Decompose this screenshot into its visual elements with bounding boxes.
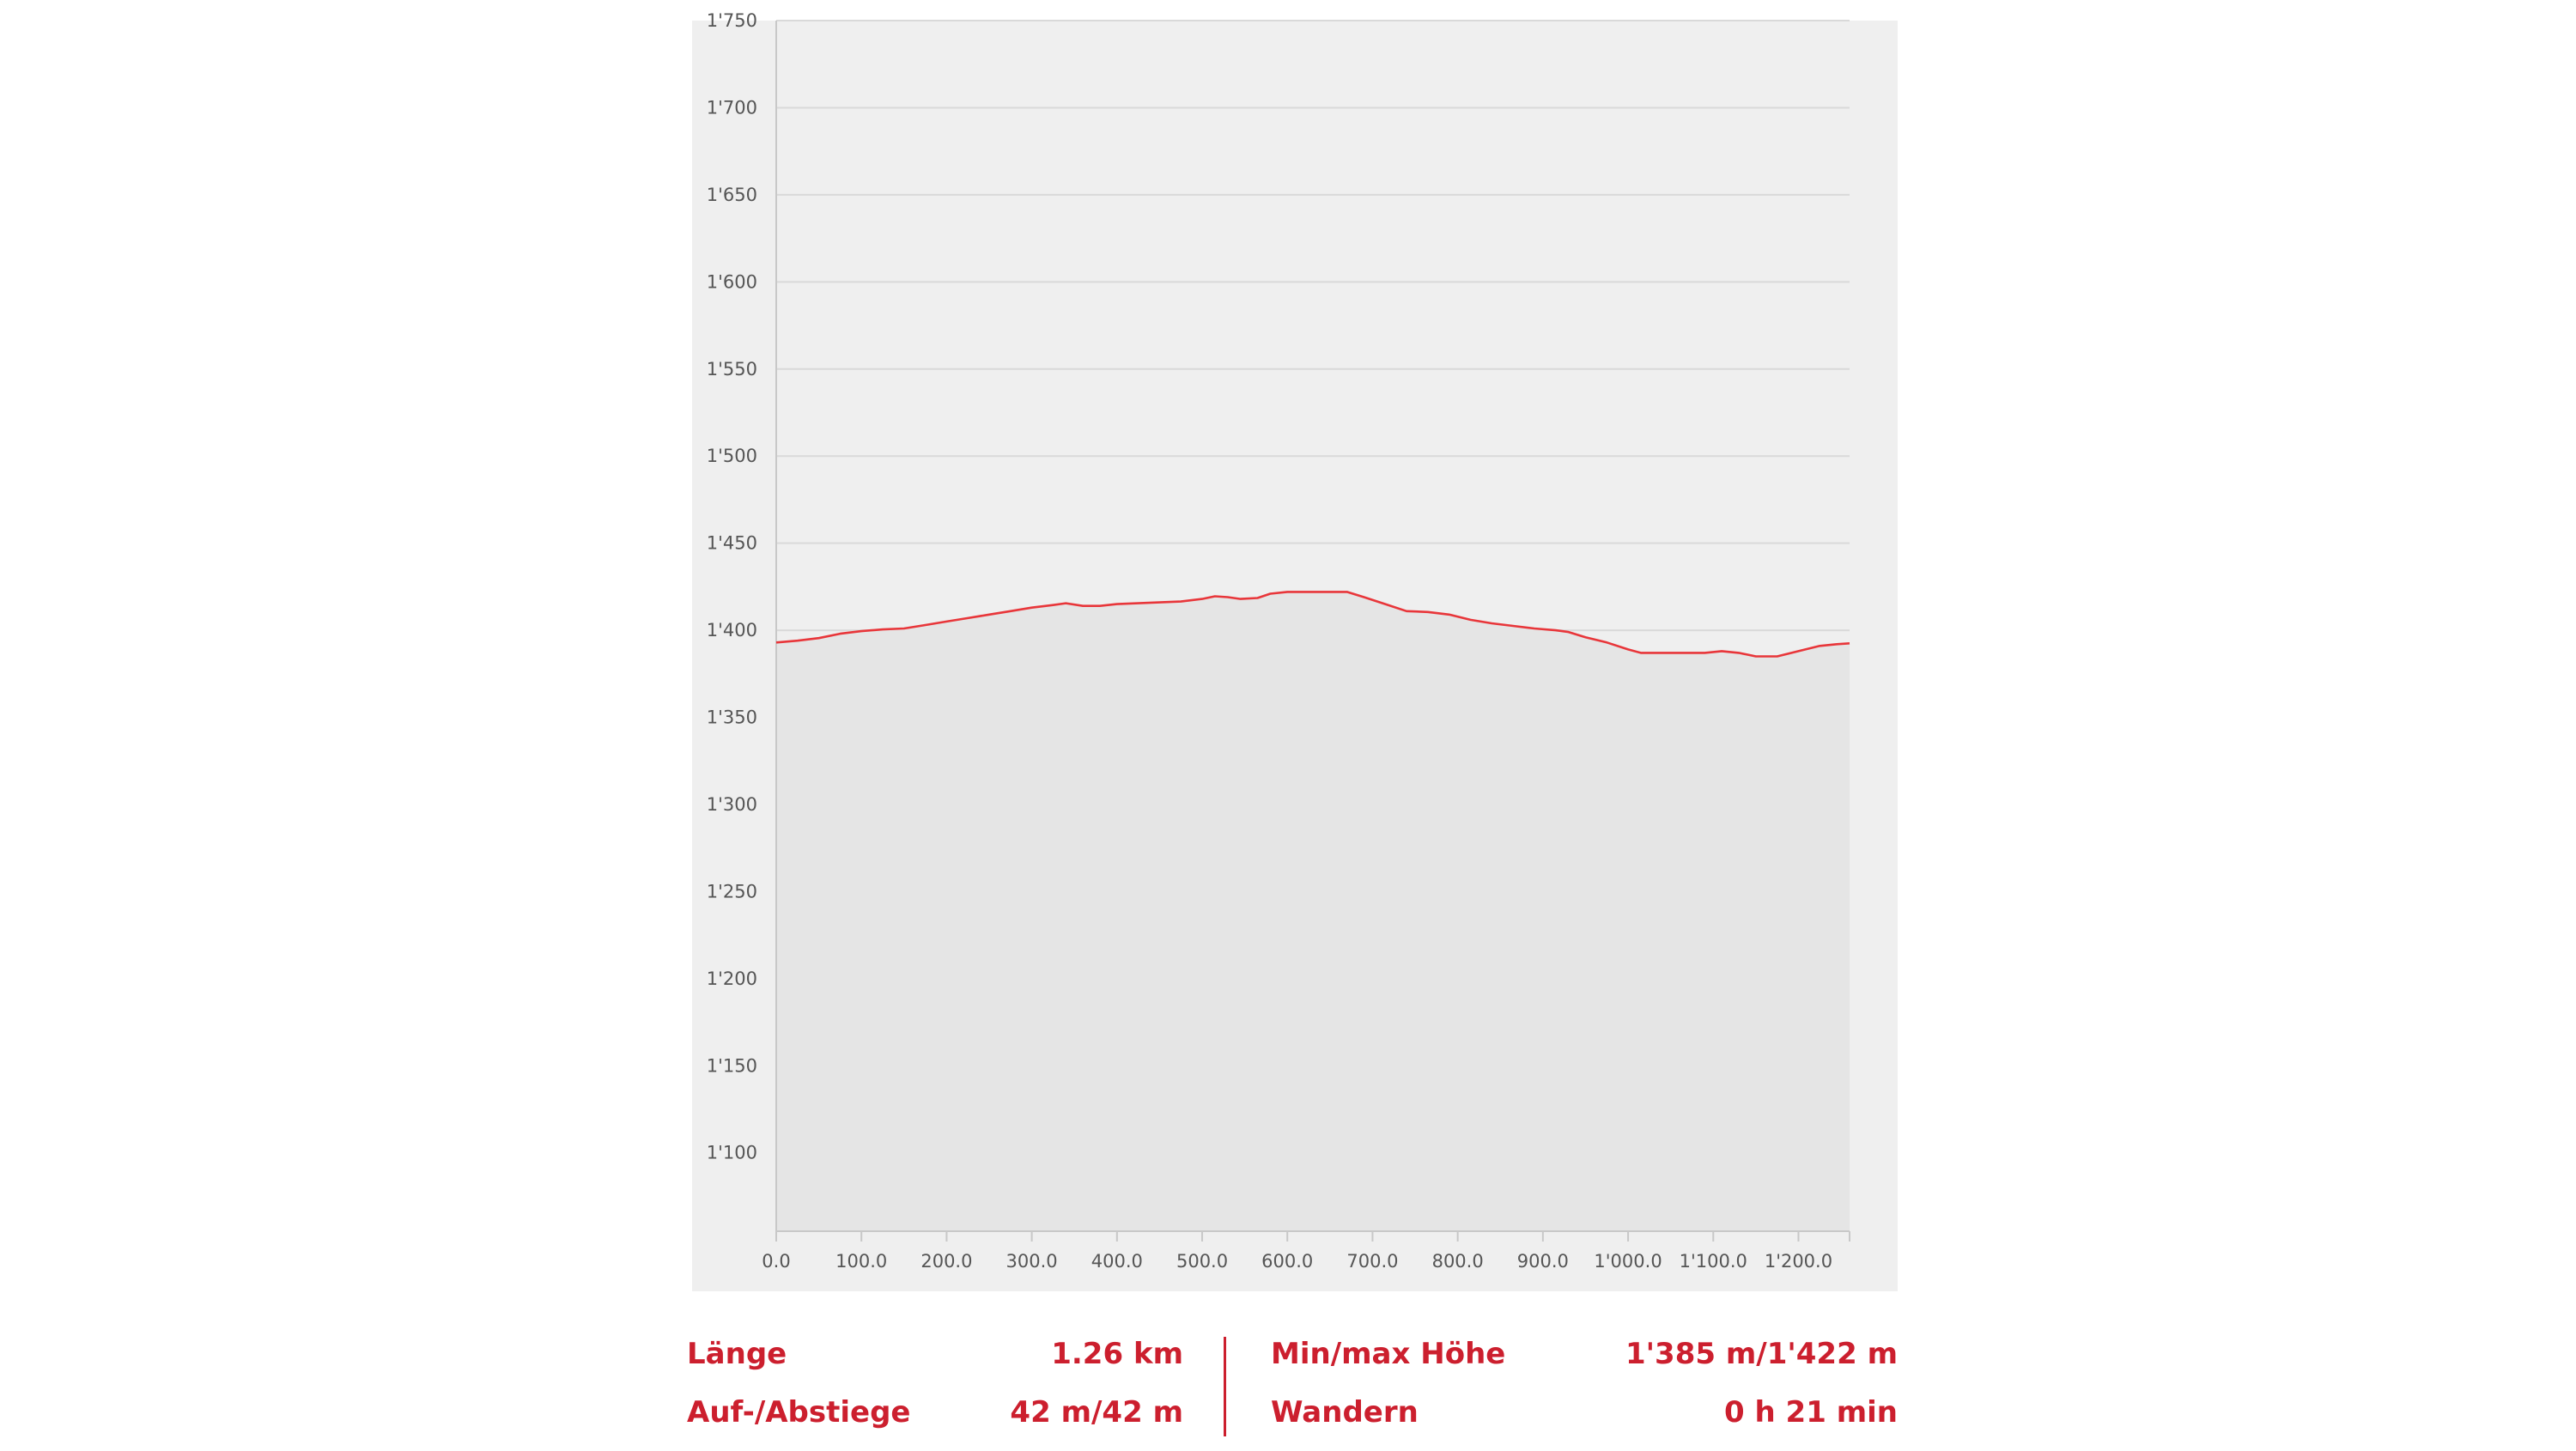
min-max-height-label: Min/max Höhe	[1271, 1337, 1506, 1371]
x-tick-label: 100.0	[835, 1251, 887, 1272]
route-stats: Länge 1.26 km Auf-/Abstiege 42 m/42 m Mi…	[0, 1327, 2576, 1451]
stats-divider	[1224, 1337, 1226, 1436]
x-tick-label: 300.0	[1006, 1251, 1058, 1272]
y-tick-label: 1'300	[707, 794, 757, 815]
y-tick-label: 1'600	[707, 271, 757, 292]
hiking-time-value: 0 h 21 min	[1724, 1395, 1898, 1430]
axes	[775, 21, 1850, 1232]
min-max-height-value: 1'385 m/1'422 m	[1625, 1337, 1898, 1371]
x-tick-label: 1'200.0	[1765, 1251, 1832, 1272]
x-tick-label: 600.0	[1261, 1251, 1313, 1272]
x-tick-label: 400.0	[1091, 1251, 1143, 1272]
y-axis-ticks: 1'100 1'150 1'200 1'250 1'300 1'350 1'400 1'450…	[707, 10, 757, 1163]
y-tick-label: 1'700	[707, 97, 757, 118]
elevation-area	[776, 592, 1850, 1231]
elevation-line	[775, 591, 1850, 658]
x-axis-ticks: 0.0 100.0 200.0 300.0 400.0 500.0 600.0 700.0 80…	[762, 1231, 1850, 1272]
x-tick-label: 1'000.0	[1594, 1251, 1662, 1272]
y-tick-label: 1'550	[707, 359, 757, 379]
hiking-time-label: Wandern	[1271, 1395, 1419, 1430]
y-tick-label: 1'100	[707, 1143, 757, 1163]
x-tick-label: 1'100.0	[1680, 1251, 1747, 1272]
x-tick-label: 0.0	[762, 1251, 790, 1272]
y-tick-label: 1'350	[707, 707, 757, 728]
ascent-descent-label: Auf-/Abstiege	[687, 1395, 911, 1430]
length-label: Länge	[687, 1337, 787, 1371]
x-tick-label: 200.0	[920, 1251, 972, 1272]
length-value: 1.26 km	[1051, 1337, 1183, 1371]
x-tick-label: 800.0	[1432, 1251, 1484, 1272]
y-tick-label: 1'500	[707, 446, 757, 466]
elevation-profile-chart: 1'100 1'150 1'200 1'250 1'300 1'350 1'400 1'450…	[692, 10, 1898, 1291]
y-tick-label: 1'200	[707, 968, 757, 989]
x-tick-label: 900.0	[1517, 1251, 1569, 1272]
y-tick-label: 1'450	[707, 533, 757, 554]
ascent-descent-value: 42 m/42 m	[1010, 1395, 1183, 1430]
y-tick-label: 1'150	[707, 1055, 757, 1076]
y-tick-label: 1'750	[707, 10, 757, 31]
x-tick-label: 700.0	[1346, 1251, 1398, 1272]
y-tick-label: 1'400	[707, 620, 757, 641]
x-tick-label: 500.0	[1176, 1251, 1228, 1272]
y-tick-label: 1'650	[707, 185, 757, 205]
y-tick-label: 1'250	[707, 881, 757, 902]
